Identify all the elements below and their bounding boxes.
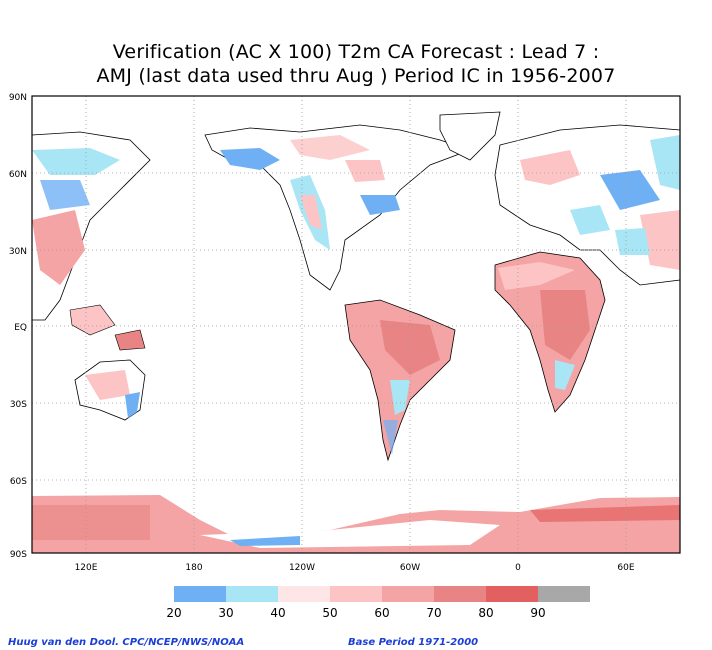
- latitude-labels: 90N 60N 30N EQ 30S 60S 90S: [9, 93, 27, 560]
- anomaly-shading: [31, 111, 681, 553]
- greenland-shading: [439, 111, 501, 161]
- lon-label: 120W: [289, 563, 315, 573]
- map-title-line1: Verification (AC X 100) T2m CA Forecast …: [112, 41, 600, 63]
- legend-swatch: [278, 586, 330, 602]
- legend-swatch: [174, 586, 226, 602]
- legend-swatch: [382, 586, 434, 602]
- lat-label: 60S: [10, 477, 27, 487]
- legend-swatch: [226, 586, 278, 602]
- lon-label: 60E: [617, 563, 634, 573]
- lon-label: 120E: [75, 563, 98, 573]
- antarctica-shading: [32, 495, 680, 553]
- lon-label: 0: [515, 563, 521, 573]
- north-america-shading: [204, 124, 472, 291]
- legend-tick-label: 70: [426, 606, 441, 620]
- legend-tick-label: 40: [270, 606, 285, 620]
- legend-tick-label: 30: [218, 606, 233, 620]
- lon-label: 180: [185, 563, 202, 573]
- color-legend: [174, 586, 590, 602]
- lat-label: 60N: [9, 170, 27, 180]
- author-credit: Huug van den Dool. CPC/NCEP/NWS/NOAA: [8, 637, 245, 648]
- legend-tick-label: 20: [166, 606, 181, 620]
- lat-label: 30N: [9, 247, 27, 257]
- lon-label: 60W: [400, 563, 420, 573]
- legend-swatch: [330, 586, 382, 602]
- lat-label: 30S: [10, 400, 27, 410]
- legend-tick-label: 60: [374, 606, 389, 620]
- lat-label: 90N: [9, 93, 27, 103]
- lat-label: 90S: [10, 550, 27, 560]
- legend-tick-label: 80: [478, 606, 493, 620]
- legend-swatch: [434, 586, 486, 602]
- map-title-line2: AMJ (last data used thru Aug ) Period IC…: [96, 65, 616, 87]
- map-frame: [31, 95, 681, 554]
- legend-tick-label: 90: [530, 606, 545, 620]
- legend-swatch: [538, 586, 590, 602]
- longitude-labels: 120E 180 120W 60W 0 60E: [75, 563, 635, 573]
- legend-tick-label: 50: [322, 606, 337, 620]
- legend-swatch: [486, 586, 538, 602]
- graticule: [32, 96, 680, 553]
- lat-label: EQ: [14, 323, 27, 333]
- base-period-note: Base Period 1971-2000: [348, 637, 479, 648]
- legend-ticks: 20 30 40 50 60 70 80 90: [166, 606, 545, 620]
